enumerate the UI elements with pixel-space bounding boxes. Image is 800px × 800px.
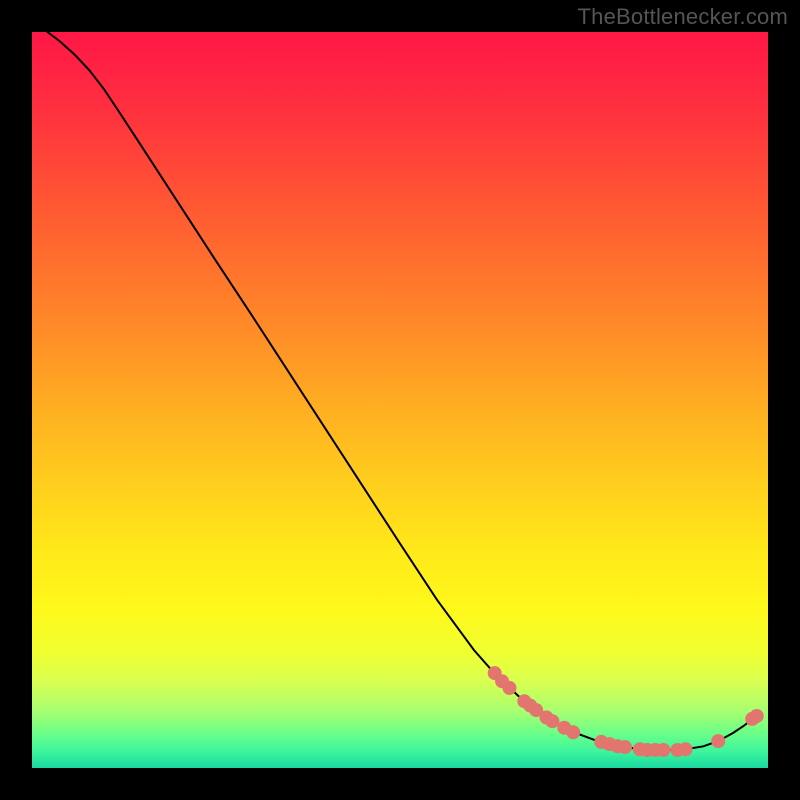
plot-background — [30, 30, 770, 770]
scatter-dot — [711, 734, 725, 748]
scatter-dot — [618, 740, 632, 754]
scatter-dot — [656, 743, 670, 757]
stage: TheBottlenecker.com — [0, 0, 800, 800]
scatter-dot — [679, 742, 693, 756]
watermark-text: TheBottlenecker.com — [578, 4, 788, 30]
bottleneck-chart — [0, 0, 800, 800]
scatter-dot — [545, 714, 559, 728]
scatter-dot — [566, 725, 580, 739]
scatter-dot — [750, 709, 764, 723]
scatter-dot — [503, 681, 517, 695]
